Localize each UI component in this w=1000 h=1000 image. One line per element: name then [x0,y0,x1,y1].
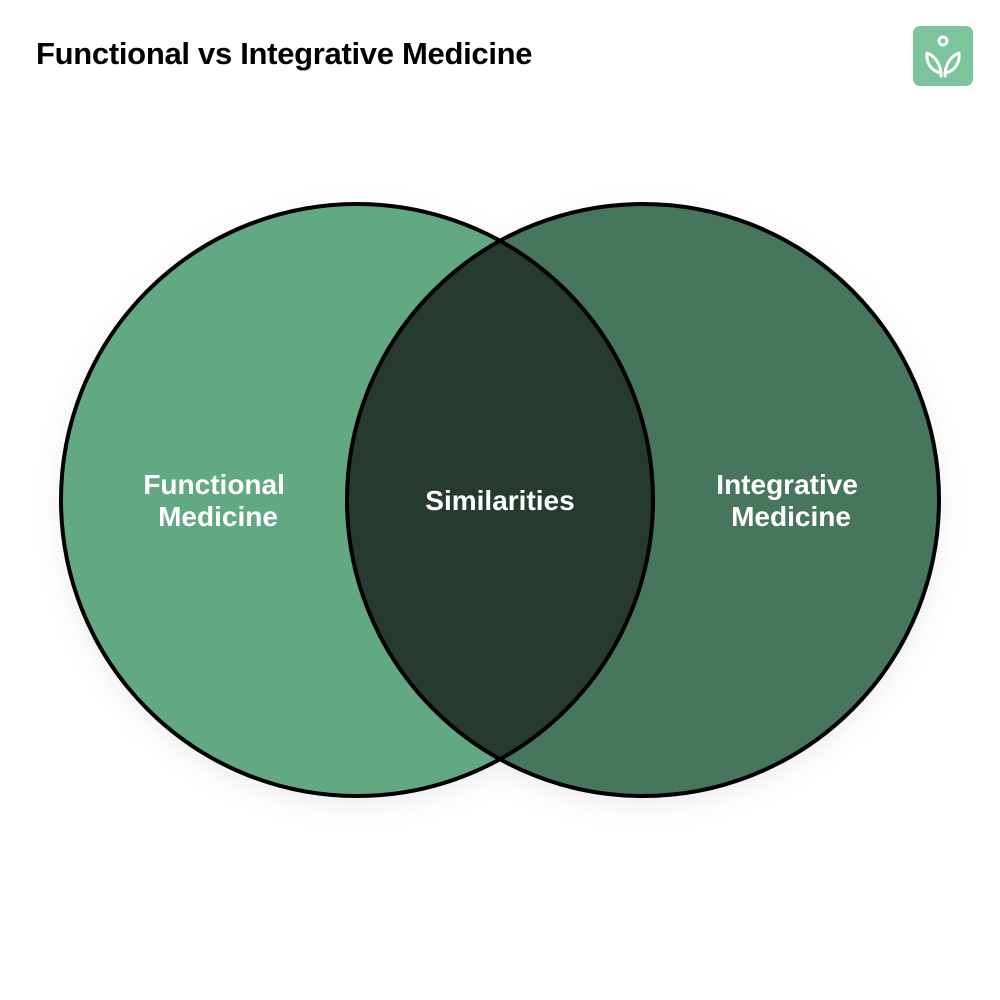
venn-outline-left [59,202,655,798]
venn-label-right-line-2: Medicine [731,501,851,532]
venn-label-left-line-1: Functional [143,469,285,500]
logo-background [913,26,973,86]
logo-leaf-left [925,51,943,78]
sprout-person-icon [913,26,973,86]
logo-head [937,35,949,47]
venn-label-right: Integrative Medicine [716,469,865,532]
venn-outline-right [345,202,941,798]
venn-label-overlap: Similarities [425,485,574,516]
venn-label-left: Functional Medicine [143,469,292,532]
venn-overlap [347,204,653,796]
logo-leaf-right [943,51,961,78]
venn-label-right-line-1: Integrative [716,469,858,500]
venn-label-left-line-2: Medicine [158,501,278,532]
page-title: Functional vs Integrative Medicine [36,36,533,71]
